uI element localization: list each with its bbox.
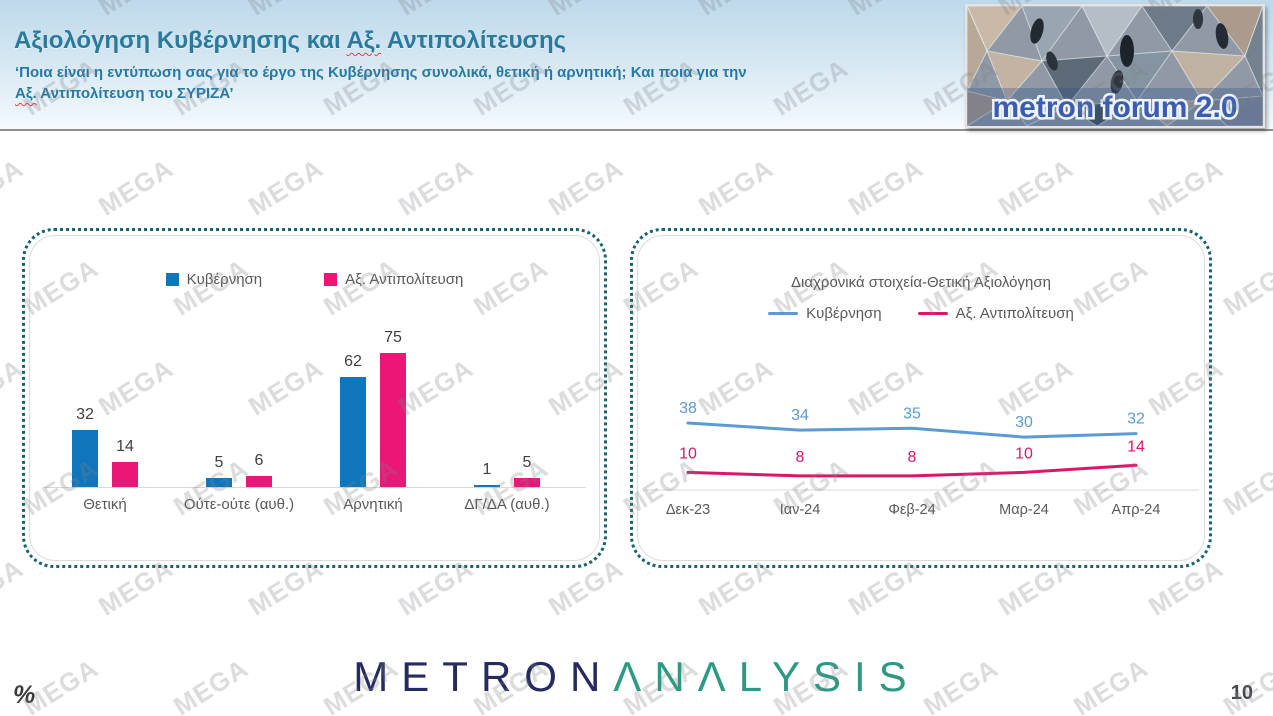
bar-chart-panel: Κυβέρνηση Αξ. Αντιπολίτευση 32 14 Θετική 5 6 Ο…: [22, 228, 607, 568]
point-value-label: 30: [1015, 414, 1033, 431]
line-chart-title: Διαχρονικά στοιχεία-Θετική Αξιολόγηση: [791, 274, 1051, 291]
point-value-label: 10: [1015, 445, 1033, 462]
watermark-text: MEGA: [243, 152, 329, 222]
series-line: [686, 463, 1138, 478]
slide-header: Αξιολόγηση Κυβέρνησης και Αξ. Αντιπολίτε…: [0, 0, 1273, 131]
bar: [380, 353, 406, 487]
line-chart-svg: 38 34 35 30 32 10 8 8 10 14 Δεκ-23 Ιαν-24 Φεβ-24 Μαρ-…: [643, 400, 1199, 518]
x-axis-label: Δεκ-23: [666, 502, 710, 518]
bar-chart-legend: Κυβέρνηση Αξ. Αντιπολίτευση: [25, 271, 604, 288]
page-number: 10: [1230, 682, 1253, 704]
title-text-end: Αντιπολίτευσης: [381, 27, 567, 54]
bar: [340, 377, 366, 487]
page-subtitle: ‘Ποια είναι η εντύπωση σας για το έργο τ…: [15, 62, 935, 104]
metron-analysis-logo-part2: ΛNΛLYSIS: [613, 653, 920, 700]
point-value-label: 8: [908, 449, 917, 466]
bar-chart-axis-line: [43, 487, 586, 488]
line-chart-background: [637, 235, 1205, 561]
watermark-text: MEGA: [1218, 252, 1273, 322]
bar: [474, 485, 500, 487]
bar-value-label: 62: [344, 353, 362, 370]
bar-chart-background: [29, 235, 600, 561]
watermark-text: MEGA: [393, 152, 479, 222]
bar-value-label: 14: [116, 438, 134, 455]
legend-swatch: [324, 273, 338, 286]
legend-item: Κυβέρνηση: [165, 271, 263, 288]
bar: [246, 476, 272, 487]
subtitle-spellcheck-word: Αξ.: [15, 85, 37, 102]
legend-item: Κυβέρνηση: [768, 305, 882, 322]
line-chart-legend: Κυβέρνηση Αξ. Αντιπολίτευση: [633, 305, 1209, 322]
bar: [112, 462, 138, 487]
legend-item: Αξ. Αντιπολίτευση: [324, 271, 463, 288]
bar-value-label: 5: [214, 454, 224, 471]
watermark-text: MEGA: [993, 152, 1079, 222]
point-value-label: 10: [679, 445, 697, 462]
category-label: Θετική: [83, 496, 127, 513]
bar: [514, 478, 540, 487]
legend-item: Αξ. Αντιπολίτευση: [917, 305, 1074, 322]
bar: [72, 430, 98, 487]
watermark-text: MEGA: [93, 152, 179, 222]
series-line: [686, 421, 1138, 439]
bar-value-label: 5: [522, 454, 532, 471]
legend-label: Κυβέρνηση: [806, 305, 882, 322]
category-label: Ούτε-ούτε (αυθ.): [183, 496, 295, 513]
watermark-text: MEGA: [1143, 152, 1229, 222]
metron-forum-logo-text: metron forum 2.0: [992, 91, 1237, 124]
point-value-label: 34: [791, 407, 809, 424]
bar-value-label: 32: [76, 406, 94, 423]
category-label: Αρνητική: [343, 496, 403, 513]
bar-value-label: 6: [254, 452, 264, 469]
point-value-label: 8: [796, 449, 805, 466]
legend-swatch: [768, 312, 799, 315]
x-axis-label: Απρ-24: [1112, 502, 1161, 518]
legend-label: Αξ. Αντιπολίτευση: [345, 271, 464, 288]
subtitle-line1: ‘Ποια είναι η εντύπωση σας για το έργο τ…: [15, 64, 747, 81]
watermark-text: MEGA: [843, 152, 929, 222]
point-value-label: 38: [679, 400, 697, 417]
watermark-text: MEGA: [1218, 452, 1273, 522]
metron-analysis-logo-part1: METRON: [353, 653, 614, 700]
watermark-text: MEGA: [0, 152, 29, 222]
point-value-label: 35: [903, 405, 921, 422]
legend-label: Αξ. Αντιπολίτευση: [955, 305, 1074, 322]
title-spellcheck-word: Αξ.: [346, 27, 382, 54]
x-axis-label: Φεβ-24: [888, 502, 935, 518]
title-text: Αξιολόγηση Κυβέρνησης και: [14, 27, 347, 54]
bar: [206, 478, 232, 487]
bar-value-label: 75: [384, 329, 402, 346]
metron-forum-logo-image: metron forum 2.0: [966, 5, 1264, 127]
logo-people-figures: [1030, 9, 1229, 94]
category-label: ΔΓ/ΔΑ (αυθ.): [464, 496, 550, 513]
page-title: Αξιολόγηση Κυβέρνησης και Αξ. Αντιπολίτε…: [14, 27, 566, 55]
bar-value-label: 1: [482, 461, 492, 478]
watermark-text: MEGA: [543, 152, 629, 222]
subtitle-line2: Αντιπολίτευση του ΣΥΡΙΖΑ’: [36, 85, 234, 102]
watermark-text: MEGA: [0, 552, 29, 622]
point-value-label: 32: [1127, 411, 1145, 428]
legend-swatch: [165, 273, 179, 286]
x-axis-label: Μαρ-24: [999, 502, 1049, 518]
line-chart-panel: Διαχρονικά στοιχεία-Θετική Αξιολόγηση Κυ…: [630, 228, 1212, 568]
watermark-text: MEGA: [693, 152, 779, 222]
legend-label: Κυβέρνηση: [186, 271, 263, 288]
point-value-label: 14: [1127, 438, 1145, 455]
legend-swatch: [917, 312, 948, 315]
metron-forum-logo: metron forum 2.0: [965, 4, 1265, 128]
percent-label: %: [13, 681, 36, 709]
metron-analysis-logo: METRONΛNΛLYSIS: [0, 653, 1273, 701]
x-axis-label: Ιαν-24: [780, 502, 821, 518]
